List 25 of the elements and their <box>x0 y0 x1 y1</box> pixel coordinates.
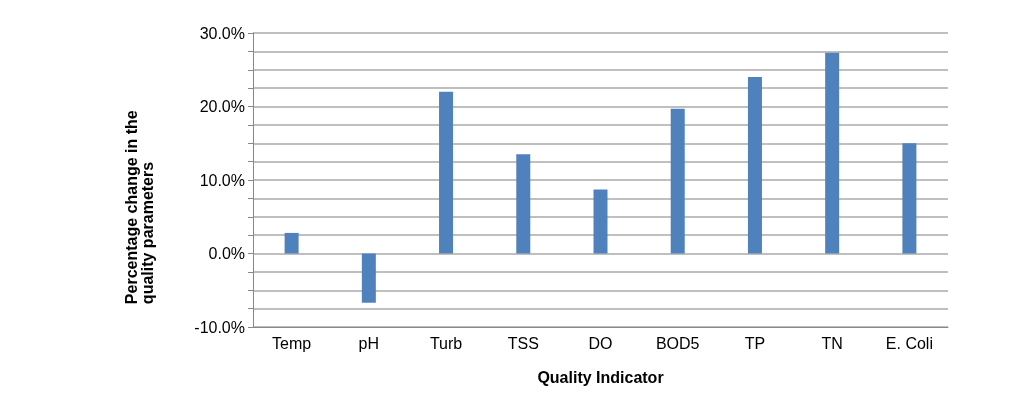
x-tick-label: BOD5 <box>655 334 700 352</box>
x-tick-label: TSS <box>507 334 539 352</box>
bar <box>361 253 376 303</box>
x-tick-label: DO <box>588 334 613 352</box>
bar <box>516 154 531 254</box>
y-tick-label: 10.0% <box>199 171 245 189</box>
bar <box>747 77 762 254</box>
y-tick-label: 30.0% <box>199 24 245 42</box>
x-tick-label: Turb <box>429 334 463 352</box>
y-tick-label: 20.0% <box>199 98 245 115</box>
x-tick-label: Temp <box>272 334 312 352</box>
y-tick-label: -10.0% <box>194 318 245 336</box>
x-axis-title: Quality Indicator <box>537 368 664 386</box>
x-tick-label: E. Coli <box>885 334 933 352</box>
x-tick-label: TN <box>821 334 843 352</box>
y-axis-title: Percentage change in the quality parameters <box>122 105 156 305</box>
y-tick-label: 0.0% <box>208 245 245 262</box>
bar <box>439 91 454 254</box>
bar <box>670 108 685 254</box>
bar <box>902 143 917 254</box>
x-tick-label: TP <box>744 334 766 352</box>
x-tick-label: pH <box>358 334 380 352</box>
bar <box>284 232 299 254</box>
bar <box>825 52 840 254</box>
bar <box>593 189 608 254</box>
